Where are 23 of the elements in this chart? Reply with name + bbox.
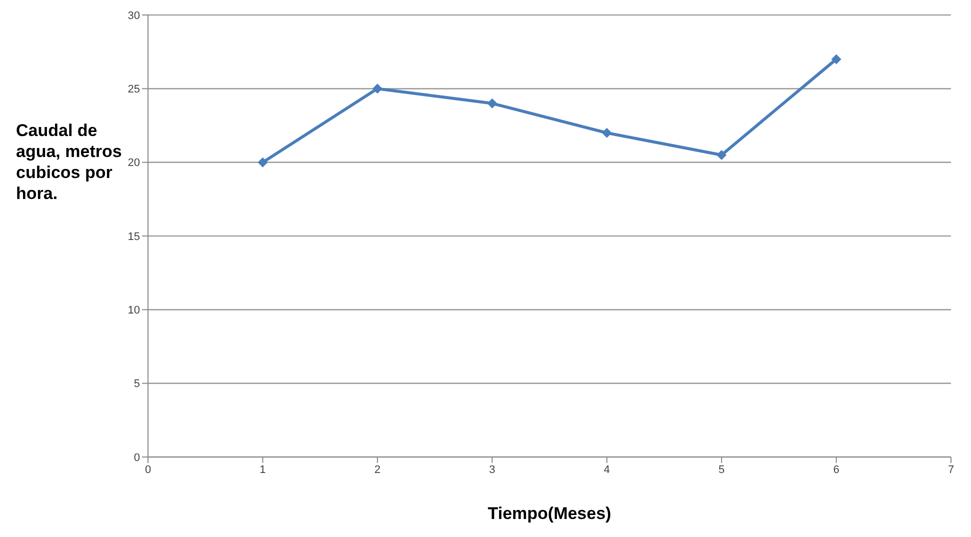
x-tick-label: 2 (374, 464, 380, 476)
x-tick-label: 6 (833, 464, 840, 476)
x-axis-title: Tiempo(Meses) (488, 504, 612, 523)
point (487, 98, 498, 108)
x-tick-label: 4 (604, 464, 610, 476)
y-tick-label: 30 (128, 10, 140, 22)
point (831, 54, 842, 64)
y-tick-label: 20 (128, 157, 140, 170)
point (258, 157, 268, 168)
y-axis-title: Caudal de agua, metros cubicos por hora. (16, 120, 123, 204)
y-tick-label: 25 (128, 84, 140, 96)
y-tick-label: 5 (134, 378, 140, 390)
y-tick-label: 0 (134, 452, 140, 464)
x-tick-label: 0 (144, 464, 152, 476)
x-tick-label: 7 (948, 464, 954, 476)
x-tick-label: 1 (260, 464, 266, 476)
point (602, 128, 612, 138)
x-tick-label: 3 (489, 464, 496, 476)
point (716, 150, 727, 160)
y-tick-label: 10 (128, 304, 140, 317)
y-tick-label: 15 (128, 230, 140, 243)
point (372, 84, 382, 94)
x-tick-label: 5 (718, 464, 725, 476)
